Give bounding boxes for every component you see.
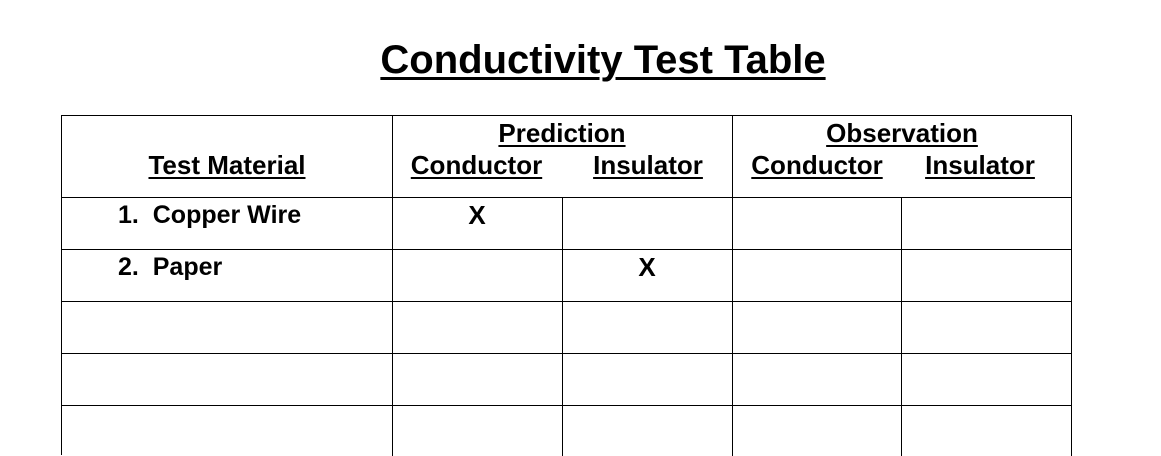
row-2-prediction-insulator: X bbox=[638, 252, 656, 282]
row-divider-2 bbox=[62, 301, 1072, 302]
row-1-material: 1. Copper Wire bbox=[118, 201, 302, 229]
header-observation-insulator: Insulator bbox=[925, 150, 1035, 180]
table-border-right bbox=[1071, 116, 1072, 456]
row-1-prediction-conductor: X bbox=[468, 200, 486, 230]
column-divider-prediction bbox=[562, 198, 563, 456]
header-prediction-insulator: Insulator bbox=[593, 150, 703, 180]
column-divider-observation bbox=[732, 116, 733, 456]
header-observation-conductor: Conductor bbox=[751, 150, 883, 180]
column-divider-obs-split bbox=[901, 198, 902, 456]
header-prediction-conductor: Conductor bbox=[410, 150, 543, 180]
header-prediction: Prediction bbox=[498, 118, 626, 148]
page-title: Conductivity Test Table bbox=[380, 38, 826, 82]
header-observation: Observation bbox=[826, 118, 978, 148]
row-divider-1 bbox=[62, 249, 1072, 250]
column-divider-material bbox=[392, 116, 393, 456]
row-divider-header bbox=[62, 197, 1072, 198]
row-divider-4 bbox=[62, 405, 1072, 406]
conductivity-table: Test Material Prediction Conductor Insul… bbox=[61, 115, 1072, 456]
header-test-material: Test Material bbox=[148, 150, 306, 180]
row-divider-3 bbox=[62, 353, 1072, 354]
row-2-material: 2. Paper bbox=[118, 253, 223, 281]
